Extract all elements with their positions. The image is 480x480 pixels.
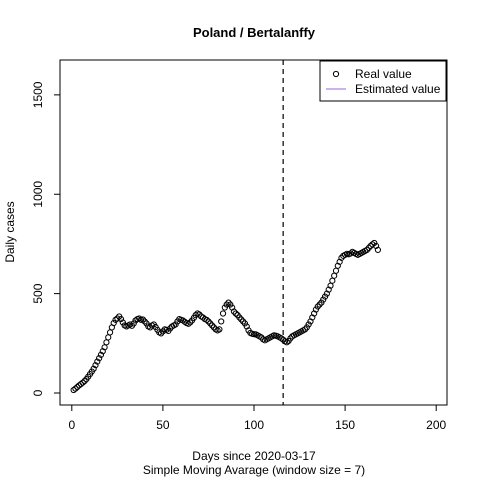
legend-real-label: Real value (355, 67, 412, 81)
data-point (216, 326, 223, 333)
data-point (230, 308, 238, 315)
x-axis-label: Days since 2020-03-17 (192, 449, 316, 463)
data-point (239, 318, 247, 325)
data-point (187, 319, 194, 326)
y-tick-label: 1500 (31, 81, 45, 108)
data-point (278, 335, 285, 342)
y-tick-label: 1000 (31, 181, 45, 208)
y-tick-label: 500 (31, 283, 45, 303)
data-point (72, 385, 79, 392)
data-point (117, 315, 125, 323)
data-point (203, 316, 210, 323)
x-tick-label: 100 (244, 418, 264, 432)
data-point (316, 301, 323, 308)
data-point (106, 329, 114, 336)
y-tick-label: 0 (31, 389, 45, 396)
data-point (110, 319, 117, 327)
plot-area (59, 59, 448, 406)
data-point (232, 310, 239, 317)
x-tick-label: 200 (426, 418, 446, 432)
data-point (105, 334, 112, 341)
data-point (141, 318, 148, 325)
data-point (218, 318, 225, 325)
data-point (363, 246, 371, 253)
data-point (92, 362, 99, 369)
data-point (139, 316, 146, 323)
legend: Real value Estimated value (319, 60, 447, 102)
data-point (205, 318, 212, 325)
data-point (283, 339, 290, 346)
data-point (301, 326, 309, 333)
legend-box (319, 60, 447, 102)
data-point (74, 383, 81, 391)
data-point (219, 310, 227, 317)
y-axis: 0 500 1000 1500 (31, 81, 61, 396)
data-point (70, 386, 77, 394)
data-point (192, 311, 199, 319)
data-point (77, 380, 85, 388)
y-axis-label: Daily cases (3, 201, 17, 262)
data-point (365, 244, 372, 252)
data-point (207, 320, 214, 327)
data-point (81, 377, 88, 385)
data-points (70, 239, 381, 394)
data-point (127, 321, 134, 328)
x-axis-sublabel: Simple Moving Avarage (window size = 7) (143, 463, 365, 477)
x-axis: 0 50 100 150 200 (68, 404, 447, 432)
data-point (287, 335, 294, 342)
data-point (97, 351, 105, 358)
data-point (374, 246, 381, 253)
data-point (167, 325, 174, 332)
data-point (331, 272, 338, 279)
data-point (225, 299, 232, 306)
data-point (369, 241, 376, 248)
data-point (185, 320, 192, 327)
data-point (338, 254, 345, 261)
data-point (210, 324, 218, 331)
data-point (196, 311, 203, 318)
data-point (208, 322, 216, 329)
data-point (236, 314, 243, 321)
x-tick-label: 0 (68, 418, 75, 432)
data-point (258, 334, 265, 341)
legend-real-marker (332, 70, 340, 78)
data-point (114, 315, 121, 322)
data-point (94, 358, 101, 365)
data-point (223, 301, 230, 308)
chart-title: Poland / Bertalanffy (193, 25, 316, 40)
data-point (332, 267, 340, 274)
data-point (329, 277, 336, 284)
data-point (103, 339, 110, 346)
data-point (314, 303, 321, 310)
data-point (136, 315, 143, 322)
x-tick-label: 50 (156, 418, 170, 432)
data-point (238, 316, 245, 323)
legend-estimated-label: Estimated value (355, 82, 441, 96)
x-tick-label: 150 (335, 418, 355, 432)
data-point (157, 330, 165, 337)
data-point (90, 365, 97, 372)
data-point (79, 379, 86, 386)
data-point (96, 355, 103, 362)
